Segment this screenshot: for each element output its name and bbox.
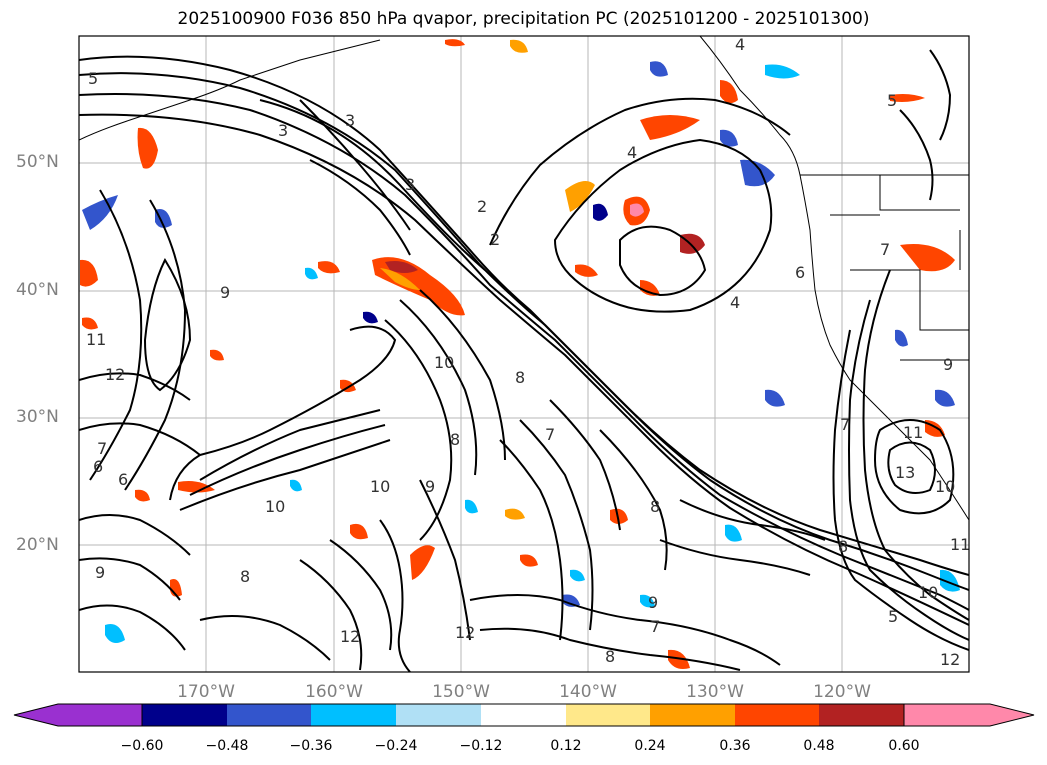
contour-label: 10 [265,497,285,516]
map-plot-area: 5 3 3 3 2 2 4 4 4 5 12 11 9 10 10 9 7 8 … [79,35,970,672]
lon-label-130w: 130°W [686,682,744,702]
contour-label: 5 [88,69,98,88]
colorbar-tick-label: −0.60 [120,738,164,754]
colorbar-outline [141,703,905,727]
coastlines [79,36,969,521]
colorbar-tick-label: 0.24 [634,738,666,754]
contour-label: 3 [405,175,415,194]
colorbar-segment [735,704,819,726]
contour-label: 10 [370,477,390,496]
contour-label: 8 [650,497,660,516]
contour-label: 10 [935,477,955,496]
contour-label: 7 [650,617,660,636]
colorbar-tick-label: 0.48 [803,738,835,754]
contour-label: 10 [918,583,938,602]
contour-label: 8 [240,567,250,586]
contour-label: 3 [345,111,355,130]
lat-label-50n: 50°N [16,152,59,172]
contour-label: 4 [735,35,745,54]
contour-label-layer: 5 3 3 3 2 2 4 4 4 5 12 11 9 10 10 9 7 8 … [86,35,970,669]
contour-label: 7 [840,415,850,434]
colorbar-tick-label: −0.36 [289,738,333,754]
lat-label-40n: 40°N [16,280,59,300]
contour-label: 4 [730,293,740,312]
contour-label: 10 [434,353,454,372]
contour-label: 3 [278,121,288,140]
lon-label-170w: 170°W [177,682,235,702]
map-frame [78,35,970,673]
contour-label: 6 [93,457,103,476]
contour-label: 9 [95,563,105,582]
contour-label: 9 [425,477,435,496]
contour-label: 4 [627,143,637,162]
contour-label: 9 [648,593,658,612]
colorbar-segment [142,704,227,726]
contour-label: 7 [880,240,890,259]
colorbar-tick-label: 0.12 [550,738,582,754]
contour-label: 8 [450,430,460,449]
contour-label: 5 [888,607,898,626]
contour-label: 12 [940,650,960,669]
colorbar-tick-label: −0.12 [459,738,503,754]
contour-label: 11 [903,423,923,442]
contour-label: 8 [605,647,615,666]
lon-label-150w: 150°W [432,682,490,702]
contour-label: 6 [118,470,128,489]
contour-label: 8 [515,368,525,387]
contour-label: 11 [86,330,106,349]
colorbar-segment [396,704,481,726]
contour-label: 9 [943,355,953,374]
colorbar-segment [311,704,396,726]
contour-label: 9 [220,283,230,302]
lat-label-30n: 30°N [16,407,59,427]
contour-label: 7 [545,425,555,444]
colorbar-segment [481,704,566,726]
colorbar-segment [227,704,311,726]
colorbar-tick-label: −0.48 [205,738,249,754]
contour-label: 11 [950,535,970,554]
colorbar-tick-label: 0.36 [719,738,751,754]
precip-fills [80,39,960,669]
colorbar-high-extension [903,703,1035,727]
colorbar-segment [819,704,904,726]
contour-label: 2 [477,197,487,216]
contour-label: 5 [887,91,897,110]
lon-label-160w: 160°W [305,682,363,702]
map-title: 2025100900 F036 850 hPa qvapor, precipit… [177,9,870,29]
colorbar-tick-label: 0.60 [888,738,920,754]
colorbar-low-extension [13,703,143,727]
contour-label: 7 [97,439,107,458]
colorbar [13,703,1035,727]
colorbar-segment [566,704,650,726]
contour-label: 8 [838,537,848,556]
qvapor-contours [79,49,969,672]
lat-label-20n: 20°N [16,535,59,555]
gridlines [79,36,969,672]
colorbar-segment [650,704,735,726]
colorbar-tick-label: −0.24 [374,738,418,754]
contour-label: 2 [490,230,500,249]
contour-label: 6 [795,263,805,282]
contour-label: 12 [105,365,125,384]
contour-label: 12 [455,623,475,642]
lon-label-120w: 120°W [813,682,871,702]
lon-label-140w: 140°W [559,682,617,702]
contour-label: 12 [340,627,360,646]
contour-label: 13 [895,463,915,482]
